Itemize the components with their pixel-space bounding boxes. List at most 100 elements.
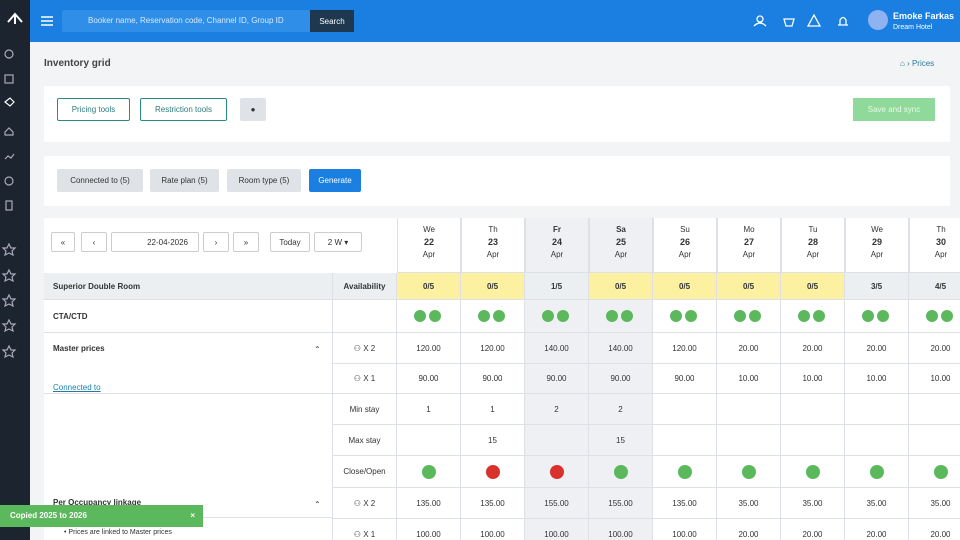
month: Apr	[550, 250, 564, 259]
status-dot[interactable]	[614, 465, 628, 479]
breadcrumb-item[interactable]: Prices	[911, 59, 935, 68]
price-cell: 100.00	[589, 519, 653, 540]
price-cell: 100.00	[397, 519, 461, 540]
cta-icon[interactable]	[877, 310, 889, 322]
cta-icon[interactable]	[734, 310, 746, 322]
status-dot[interactable]	[678, 465, 692, 479]
cta-icon[interactable]	[493, 310, 505, 322]
day-number: 24	[551, 237, 562, 247]
day-number: 23	[487, 237, 498, 247]
price-cell: 135.00	[653, 488, 717, 519]
eye-button[interactable]: ●	[240, 98, 266, 121]
status-dot[interactable]	[422, 465, 436, 479]
price-cell: 20.00	[909, 519, 960, 540]
sidebar-icons	[1, 12, 23, 359]
status-dot[interactable]	[806, 465, 820, 479]
cta-icon[interactable]	[414, 310, 426, 322]
toast-close[interactable]: ×	[190, 511, 195, 520]
status-dot[interactable]	[486, 465, 500, 479]
status-dot[interactable]	[742, 465, 756, 479]
status-dot[interactable]	[550, 465, 564, 479]
connected-link[interactable]: Connected to	[53, 383, 101, 392]
today-button[interactable]: Today	[270, 232, 310, 252]
price-cell: 140.00	[525, 333, 589, 364]
pricing-tools[interactable]: Pricing tools	[57, 98, 130, 121]
price-cell: 35.00	[845, 488, 909, 519]
generate-button[interactable]: Generate	[309, 169, 361, 192]
stay-cell: 15	[461, 425, 525, 456]
top-icons	[753, 13, 848, 27]
price-cell: 20.00	[781, 519, 845, 540]
weekday: We	[423, 225, 435, 234]
restriction-tools[interactable]: Restriction tools	[140, 98, 227, 121]
search-input[interactable]: Booker name, Reservation code, Channel I…	[62, 10, 310, 32]
occupancy-section: Per Occupancy linkage	[44, 488, 333, 540]
day-number: 22	[423, 237, 434, 247]
occupancy-label: ⚇ X 2	[333, 333, 397, 364]
stay-cell	[717, 425, 781, 456]
day-header	[461, 218, 525, 273]
max-stay-label: Max stay	[333, 425, 397, 456]
availability-cell: 0/5	[461, 273, 525, 300]
stay-cell	[781, 394, 845, 425]
cta-icon[interactable]	[941, 310, 953, 322]
sidebar	[0, 0, 30, 540]
cta-icon[interactable]	[670, 310, 682, 322]
day-header	[845, 218, 909, 273]
nav-first[interactable]: «	[51, 232, 75, 252]
menu-icon[interactable]	[40, 15, 54, 27]
cta-icon[interactable]	[813, 310, 825, 322]
connected-filter[interactable]: Connected to (5)	[57, 169, 143, 192]
day-header	[589, 218, 653, 273]
price-cell: 35.00	[717, 488, 781, 519]
breadcrumb[interactable]: ⌂ › Prices	[900, 59, 935, 68]
avatar[interactable]	[868, 10, 888, 30]
page-title: Inventory grid	[44, 58, 111, 69]
cta-icon[interactable]	[685, 310, 697, 322]
month: Apr	[486, 250, 500, 259]
day-header	[653, 218, 717, 273]
date-picker[interactable]: 22-04-2026	[111, 232, 199, 252]
day-header	[909, 218, 960, 273]
price-cell: 20.00	[845, 519, 909, 540]
nav-last[interactable]: »	[233, 232, 259, 252]
availability-label: Availability	[333, 273, 397, 300]
nav-next[interactable]: ›	[203, 232, 229, 252]
cta-icon[interactable]	[926, 310, 938, 322]
range-select[interactable]: 2 W ▾	[314, 232, 362, 252]
status-dot[interactable]	[934, 465, 948, 479]
cta-icon[interactable]	[557, 310, 569, 322]
price-cell: 20.00	[717, 333, 781, 364]
cta-icon[interactable]	[621, 310, 633, 322]
occupancy-label: ⚇ X 1	[333, 364, 397, 394]
rate-plan-filter[interactable]: Rate plan (5)	[150, 169, 219, 192]
day-number: 30	[935, 237, 946, 247]
month: Apr	[934, 250, 948, 259]
cta-icon[interactable]	[749, 310, 761, 322]
day-number: 29	[871, 237, 882, 247]
price-cell: 120.00	[397, 333, 461, 364]
price-cell: 120.00	[653, 333, 717, 364]
availability-cell: 1/5	[525, 273, 589, 300]
search-button[interactable]: Search	[310, 10, 354, 32]
stay-cell	[653, 425, 717, 456]
cta-icon[interactable]	[862, 310, 874, 322]
month: Apr	[742, 250, 756, 259]
collapse[interactable]: ⌃	[314, 345, 321, 354]
save-sync[interactable]: Save and sync	[853, 98, 935, 121]
cta-icon[interactable]	[542, 310, 554, 322]
cta-icon[interactable]	[429, 310, 441, 322]
room-type-filter[interactable]: Room type (5)	[227, 169, 301, 192]
cta-icon[interactable]	[798, 310, 810, 322]
stay-cell	[717, 394, 781, 425]
stay-cell: 2	[589, 394, 653, 425]
price-cell: 20.00	[845, 333, 909, 364]
nav-prev[interactable]: ‹	[81, 232, 107, 252]
weekday: Mo	[743, 225, 755, 234]
cta-icon[interactable]	[478, 310, 490, 322]
availability-cell: 0/5	[781, 273, 845, 300]
status-dot[interactable]	[870, 465, 884, 479]
cta-icon[interactable]	[606, 310, 618, 322]
collapse[interactable]: ⌃	[314, 500, 321, 509]
